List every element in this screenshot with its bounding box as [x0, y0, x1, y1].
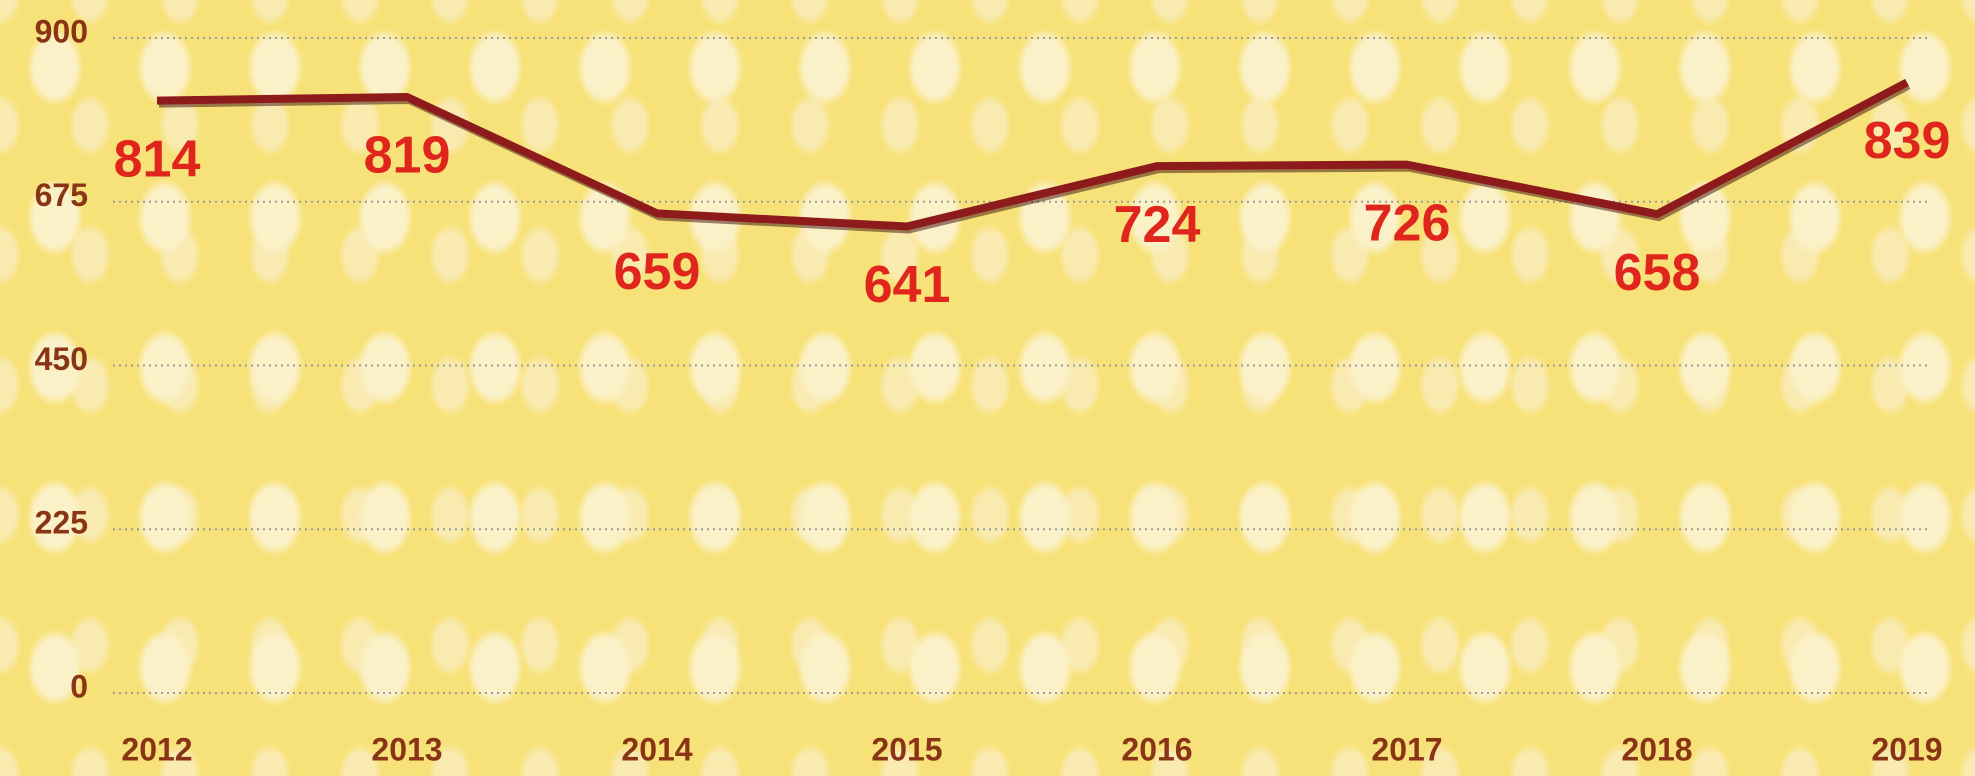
data-label: 641 [864, 256, 951, 314]
y-tick-label: 675 [35, 177, 88, 213]
x-tick-label: 2018 [1621, 731, 1692, 767]
x-tick-label: 2013 [371, 731, 442, 767]
x-tick-label: 2012 [121, 731, 192, 767]
y-tick-label: 0 [70, 668, 88, 704]
data-label: 814 [114, 130, 201, 188]
data-label: 724 [1114, 196, 1201, 254]
data-label: 839 [1864, 112, 1951, 170]
y-tick-label: 450 [35, 341, 88, 377]
data-label: 726 [1364, 194, 1451, 252]
y-tick-label: 225 [35, 505, 88, 541]
x-tick-label: 2019 [1871, 731, 1942, 767]
data-label: 658 [1614, 244, 1701, 302]
page: 0 225 450 675 900 2012 2013 2014 2015 2016 2017 201… [0, 0, 1975, 776]
x-tick-label: 2017 [1371, 731, 1442, 767]
data-label: 659 [614, 243, 701, 301]
x-tick-label: 2014 [621, 731, 692, 767]
x-tick-label: 2016 [1121, 731, 1192, 767]
x-tick-label: 2015 [871, 731, 942, 767]
y-tick-label: 900 [35, 13, 88, 49]
data-label: 819 [364, 127, 451, 185]
chart: 0 225 450 675 900 2012 2013 2014 2015 2016 2017 201… [0, 0, 1975, 776]
